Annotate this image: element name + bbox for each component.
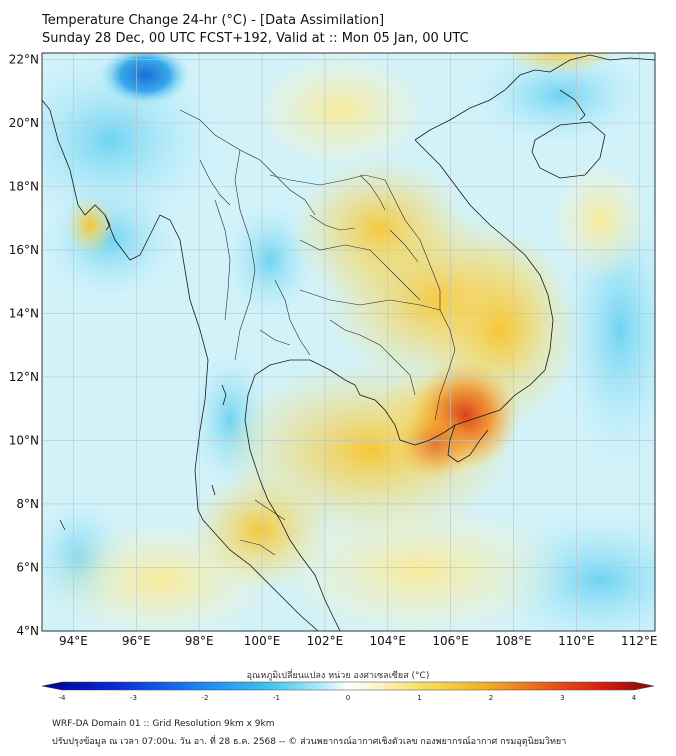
colorbar-tick-label: 4 — [632, 694, 637, 702]
colorbar-tick-label: -2 — [202, 694, 209, 702]
lat-label: 14°N — [9, 306, 39, 320]
colorbar: -4 -3 -2 -1 0 1 2 3 4 — [41, 681, 655, 702]
lat-label: 20°N — [9, 116, 39, 130]
coastlines — [42, 54, 655, 631]
lon-label: 98°E — [185, 634, 214, 648]
colorbar-tick-label: -1 — [273, 694, 280, 702]
map-subtitle: Sunday 28 Dec, 00 UTC FCST+192, Valid at… — [42, 31, 469, 46]
lon-label: 94°E — [59, 634, 88, 648]
lon-label: 102°E — [307, 634, 344, 648]
lon-label: 100°E — [244, 634, 281, 648]
latitude-labels: 22°N 20°N 18°N 16°N 14°N 12°N 10°N 8°N 6°N 4°N — [9, 52, 39, 638]
lat-label: 10°N — [9, 433, 39, 447]
map-frame — [41, 52, 656, 632]
footer-model-info: WRF-DA Domain 01 :: Grid Resolution 9km … — [52, 719, 275, 729]
lat-label: 12°N — [9, 370, 39, 384]
lon-label: 104°E — [370, 634, 407, 648]
colorbar-tick-label: 0 — [346, 694, 350, 702]
lon-label: 106°E — [432, 634, 469, 648]
lon-label: 96°E — [122, 634, 151, 648]
lat-label: 16°N — [9, 243, 39, 257]
lat-lon-grid — [42, 53, 655, 632]
colorbar-tick-label: 2 — [489, 694, 493, 702]
lat-label: 22°N — [9, 52, 39, 66]
colorbar-label: อุณหภูมิเปลี่ยนแปลง หน่วย องศาเซลเซียส (… — [246, 671, 430, 681]
colorbar-tick-label: -4 — [59, 694, 67, 702]
lon-label: 112°E — [621, 634, 658, 648]
lat-label: 6°N — [16, 560, 39, 574]
colorbar-gradient — [41, 681, 655, 691]
lon-label: 110°E — [558, 634, 595, 648]
colorbar-tick-label: 1 — [417, 694, 421, 702]
lat-label: 4°N — [16, 624, 39, 638]
lon-label: 108°E — [495, 634, 532, 648]
lat-label: 8°N — [16, 497, 39, 511]
country-borders — [179, 109, 456, 556]
lat-label: 18°N — [9, 179, 39, 193]
colorbar-tick-label: 3 — [560, 694, 564, 702]
colorbar-ticks: -4 -3 -2 -1 0 1 2 3 4 — [59, 694, 637, 702]
map-title: Temperature Change 24-hr (°C) - [Data As… — [42, 13, 385, 28]
temperature-field — [42, 53, 655, 631]
colorbar-tick-label: -3 — [130, 694, 137, 702]
footer-credit: ปรับปรุงข้อมูล ณ เวลา 07:00น. วัน อา. ที… — [52, 737, 567, 747]
longitude-labels: 94°E 96°E 98°E 100°E 102°E 104°E 106°E 108°E 110… — [59, 634, 658, 648]
